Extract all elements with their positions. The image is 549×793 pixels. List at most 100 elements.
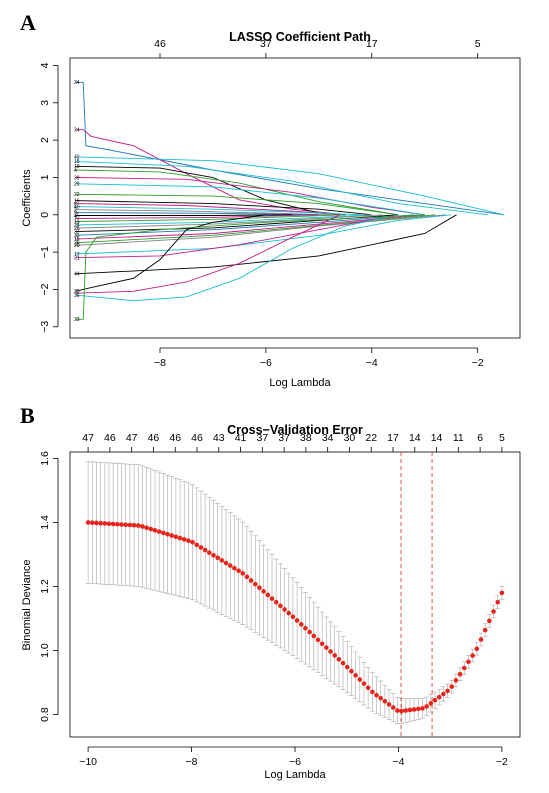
top-tick-label: 47 bbox=[82, 432, 94, 444]
variable-label: 42 bbox=[74, 155, 80, 161]
variable-label: 9 bbox=[74, 210, 77, 216]
coefficient-path-line bbox=[75, 214, 399, 259]
top-tick-label: 43 bbox=[213, 432, 225, 444]
mean-deviance-point bbox=[248, 578, 254, 583]
mean-deviance-point bbox=[324, 645, 329, 650]
top-tick-label: 41 bbox=[235, 432, 247, 444]
y-tick-label: 4 bbox=[39, 62, 51, 68]
mean-deviance-point bbox=[115, 521, 120, 527]
mean-deviance-point bbox=[307, 629, 312, 635]
top-tick-label: 17 bbox=[387, 432, 399, 444]
mean-deviance-point bbox=[240, 571, 246, 576]
coefficient-path-line bbox=[75, 160, 489, 216]
variable-label: 8 bbox=[74, 201, 77, 207]
panel-a-letter: A bbox=[20, 10, 36, 35]
variable-label: 40 bbox=[74, 204, 80, 210]
mean-deviance-point bbox=[499, 590, 505, 596]
top-tick-label: 22 bbox=[365, 432, 377, 444]
mean-deviance-point bbox=[466, 659, 471, 665]
mean-deviance-point bbox=[370, 689, 375, 695]
top-tick-label: 30 bbox=[344, 432, 356, 444]
y-tick-label: −1 bbox=[39, 246, 51, 258]
variable-label: 7 bbox=[74, 216, 77, 222]
mean-deviance-point bbox=[98, 520, 103, 526]
mean-deviance-point bbox=[436, 694, 442, 700]
mean-deviance-point bbox=[353, 673, 358, 678]
top-tick-label: 46 bbox=[148, 432, 160, 444]
mean-deviance-point bbox=[156, 529, 162, 534]
mean-deviance-point bbox=[269, 596, 275, 601]
mean-deviance-point bbox=[315, 637, 321, 643]
mean-deviance-point bbox=[135, 523, 141, 528]
coefficient-path-line bbox=[75, 214, 436, 244]
mean-deviance-point bbox=[374, 692, 379, 698]
coefficient-path-line bbox=[75, 193, 399, 216]
mean-deviance-point bbox=[311, 633, 317, 639]
mean-deviance-point bbox=[219, 558, 225, 563]
top-tick-label: 46 bbox=[104, 432, 116, 444]
mean-deviance-point bbox=[207, 550, 212, 555]
mean-deviance-point bbox=[148, 526, 154, 532]
top-tick-label: 11 bbox=[453, 432, 464, 444]
mean-deviance-point bbox=[395, 708, 400, 713]
x-axis-label: Log Lambda bbox=[269, 377, 331, 389]
mean-deviance-point bbox=[290, 614, 296, 620]
mean-deviance-point bbox=[165, 531, 170, 537]
variable-label: 37 bbox=[74, 229, 80, 235]
y-tick-label: 3 bbox=[39, 100, 51, 106]
mean-deviance-point bbox=[106, 521, 112, 527]
plot-area bbox=[85, 452, 505, 737]
coefficient-path-line bbox=[75, 214, 452, 255]
mean-deviance-point bbox=[453, 678, 459, 683]
coefficient-path-line bbox=[75, 206, 362, 216]
mean-deviance-point bbox=[361, 681, 367, 686]
coefficient-path-line bbox=[75, 183, 425, 216]
top-tick-label: 5 bbox=[475, 38, 481, 50]
top-tick-label: 14 bbox=[431, 432, 443, 444]
y-tick-label: 0.8 bbox=[39, 707, 51, 722]
mean-deviance-point bbox=[186, 538, 191, 543]
mean-deviance-point bbox=[319, 641, 325, 647]
mean-deviance-point bbox=[257, 585, 262, 591]
mean-deviance-point bbox=[390, 705, 396, 710]
mean-deviance-point bbox=[244, 574, 250, 580]
variable-label: 21 bbox=[74, 256, 80, 262]
coefficient-path-line bbox=[75, 214, 341, 294]
top-tick-label: 46 bbox=[154, 38, 166, 50]
mean-deviance-point bbox=[336, 656, 342, 662]
mean-deviance-point bbox=[161, 530, 166, 536]
variable-label: 33 bbox=[74, 317, 80, 323]
mean-deviance-point bbox=[85, 520, 91, 525]
variable-label: 2 bbox=[74, 207, 77, 213]
top-tick-label: 46 bbox=[191, 432, 203, 444]
mean-deviance-point bbox=[123, 522, 129, 528]
variable-label: 24 bbox=[74, 127, 80, 133]
mean-deviance-point bbox=[140, 524, 145, 529]
mean-deviance-point bbox=[407, 707, 413, 713]
mean-deviance-point bbox=[420, 706, 425, 711]
mean-deviance-point bbox=[294, 618, 300, 623]
mean-deviance-point bbox=[261, 589, 266, 594]
x-tick-label: −2 bbox=[472, 357, 484, 369]
variable-label: 13 bbox=[74, 219, 80, 225]
cross-validation-error-chart: B Cross−Validation Error Log Lambda Bino… bbox=[20, 403, 521, 781]
mean-deviance-point bbox=[432, 697, 438, 703]
mean-deviance-point bbox=[223, 560, 229, 566]
mean-deviance-point bbox=[349, 668, 354, 674]
mean-deviance-point bbox=[487, 618, 492, 624]
mean-deviance-point bbox=[89, 520, 95, 526]
mean-deviance-point bbox=[211, 552, 216, 558]
mean-deviance-point bbox=[474, 646, 480, 652]
coefficient-path-line bbox=[75, 214, 266, 292]
mean-deviance-point bbox=[482, 627, 488, 633]
x-tick-label: −8 bbox=[154, 357, 166, 369]
y-tick-label: 2 bbox=[39, 137, 51, 143]
coefficient-path-line bbox=[75, 214, 415, 236]
mean-deviance-point bbox=[441, 691, 446, 697]
mean-deviance-point bbox=[169, 533, 174, 538]
variable-label: 20 bbox=[74, 243, 80, 249]
x-tick-label: −2 bbox=[496, 756, 508, 768]
variable-label: 44 bbox=[74, 272, 80, 278]
variable-label: 34 bbox=[74, 80, 80, 86]
mean-deviance-point bbox=[399, 708, 404, 714]
